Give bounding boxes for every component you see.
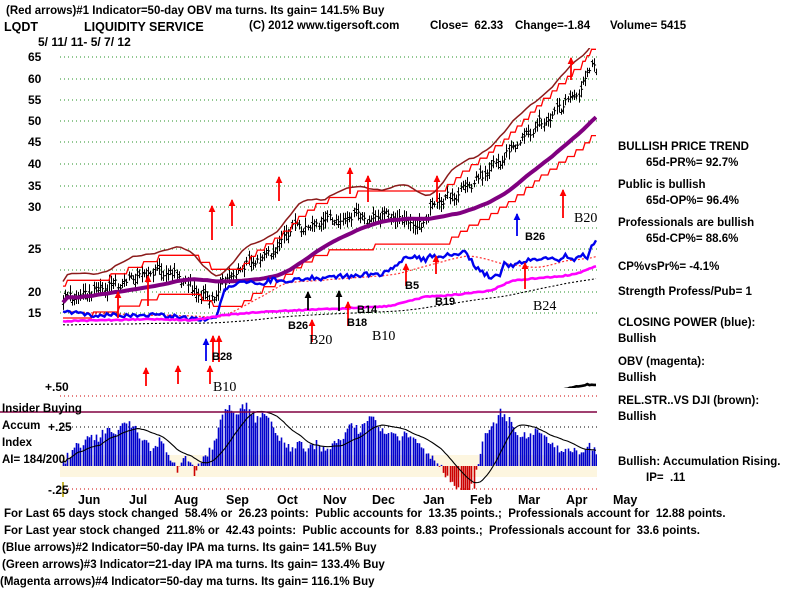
copyright-notice: (C) 2012 www.tigersoft.com (249, 20, 400, 32)
signal-arrows (114, 57, 575, 386)
public-sentiment-title: Public is bullish (618, 179, 706, 191)
ai-label-plus-50: +.50 (45, 380, 69, 394)
annotation-label: B26 (525, 231, 546, 243)
footer-line-last-year: For Last year stock changed 211.8% or 42… (4, 525, 700, 537)
closing-power-title: CLOSING POWER (blue): (618, 317, 756, 329)
professionals-sentiment-value: 65d-CP%= 88.6% (646, 233, 739, 245)
x-axis-month-oct: Oct (277, 493, 298, 507)
x-axis-month-jan: Jan (423, 493, 445, 507)
ai-zero-band (60, 455, 597, 477)
ai-moving-average-line (62, 410, 597, 484)
footer-line-65-days: For Last 65 days stock changed 58.4% or … (4, 508, 726, 520)
y-axis-label-15: 15 (28, 306, 42, 320)
y-axis-label-25: 25 (28, 242, 42, 256)
y-axis-label-30: 30 (28, 200, 42, 214)
accumulation-status-title: Bullish: Accumulation Rising. (618, 456, 781, 468)
y-axis-label-20: 20 (28, 285, 42, 299)
closing-power-line (62, 239, 597, 323)
y-axis-label-60: 60 (28, 72, 42, 86)
annotation-label: B28 (212, 351, 233, 363)
ip-line (563, 382, 596, 388)
x-axis-month-dec: Dec (372, 493, 395, 507)
price-gridlines (60, 56, 597, 314)
ai-bars (62, 402, 597, 490)
x-axis-month-apr: Apr (566, 493, 588, 507)
annotation-label: B26 (288, 320, 309, 332)
x-axis-month-may: May (613, 493, 638, 507)
annotation-label: B14 (357, 304, 378, 316)
annotation-label: B24 (533, 299, 557, 314)
relative-strength-line (62, 48, 591, 282)
x-axis-month-sep: Sep (226, 493, 249, 507)
annotation-label: B18 (347, 317, 368, 329)
volume: Volume= 5415 (610, 20, 687, 32)
close-price: Close= 62.33 (430, 20, 504, 32)
x-axis-month-nov: Nov (323, 493, 347, 507)
ticker-symbol: LQDT (4, 20, 39, 34)
y-axis-label-65: 65 (28, 50, 42, 64)
lower-band-line (63, 134, 596, 319)
professionals-sentiment-title: Professionals are bullish (618, 217, 755, 229)
obv-status: Bullish (618, 372, 657, 384)
annotation-label: B20 (574, 211, 598, 226)
accumulation-ip-value: IP= .11 (646, 472, 686, 484)
cp-vs-pr-value: CP%vsPr%= -4.1% (618, 261, 720, 273)
annotation-label: B10 (372, 329, 396, 344)
y-axis-label-35: 35 (28, 179, 42, 193)
y-axis-label-55: 55 (28, 93, 42, 107)
insider-buying-label: Insider Buying (2, 403, 82, 415)
relative-strength-title: REL.STR..VS DJI (brown): (618, 395, 760, 407)
ai-gridlines (60, 395, 597, 490)
relative-strength-status: Bullish (618, 411, 657, 423)
footer-indicator-4: (Magenta arrows)#4 Indicator=50-day ma t… (0, 576, 375, 588)
ai-label-plus-25: +.25 (48, 420, 72, 434)
annotation-label: B19 (435, 296, 456, 308)
moving-average-line (61, 115, 597, 304)
closing-power-status: Bullish (618, 333, 657, 345)
indicator-line-1: (Red arrows)#1 Indicator=50-day OBV ma t… (6, 5, 385, 17)
accum-label: Accum (2, 420, 41, 432)
x-axis-month-jul: Jul (129, 493, 148, 507)
footer-indicator-3: (Green arrows)#3 Indicator=21-day IPA ma… (2, 559, 385, 571)
x-axis-month-aug: Aug (174, 493, 199, 507)
strength-profess-pub-value: Strength Profess/Pub= 1 (618, 286, 752, 298)
upper-band-line (63, 48, 596, 287)
obv-title: OBV (magenta): (618, 356, 705, 368)
company-name: LIQUIDITY SERVICE (84, 20, 204, 34)
y-axis-label-50: 50 (28, 114, 42, 128)
annotation-label: B5 (405, 280, 420, 292)
price-change: Change=-1.84 (515, 20, 591, 32)
ai-value-label: AI= 184/200 (2, 454, 65, 466)
bullish-trend-title: BULLISH PRICE TREND (618, 141, 749, 153)
ip-ma-line (63, 391, 596, 415)
x-axis-month-feb: Feb (470, 493, 493, 507)
y-axis-label-45: 45 (28, 135, 42, 149)
ai-label-minus-25: -.25 (48, 483, 69, 497)
public-sentiment-value: 65d-OP%= 96.4% (646, 195, 740, 207)
date-range: 5/ 11/ 11- 5/ 7/ 12 (38, 35, 131, 49)
index-label: Index (2, 437, 33, 449)
footer-indicator-2: (Blue arrows)#2 Indicator=50-day IPA ma … (2, 542, 377, 554)
y-axis-label-40: 40 (28, 157, 42, 171)
x-axis-month-jun: Jun (78, 493, 101, 507)
bullish-trend-value: 65d-PR%= 92.7% (646, 157, 739, 169)
obv-line (62, 265, 597, 323)
annotation-label: B10 (213, 380, 237, 395)
obv-ma-line (62, 278, 597, 326)
annotation-label: B20 (309, 333, 333, 348)
x-axis-month-mar: Mar (518, 493, 541, 507)
